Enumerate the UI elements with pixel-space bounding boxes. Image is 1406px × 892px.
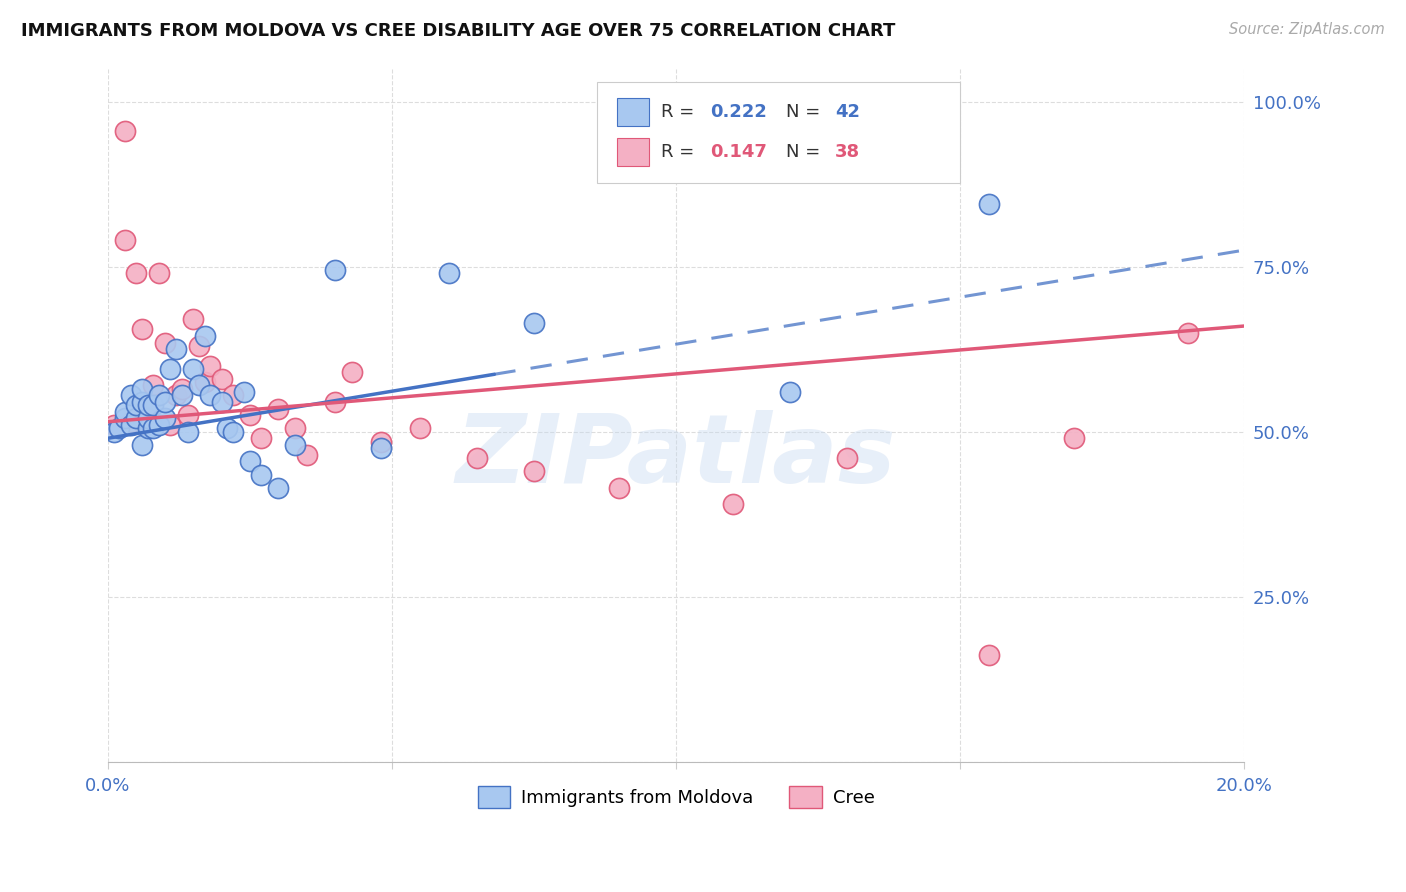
Point: [120, 388, 142, 402]
Point: [194, 329, 217, 343]
Point: [159, 362, 181, 376]
Point: [176, 425, 198, 439]
Point: [114, 411, 136, 425]
Point: [142, 378, 165, 392]
Point: [125, 266, 148, 280]
Point: [370, 434, 392, 449]
Point: [250, 431, 273, 445]
Point: [200, 388, 222, 402]
Point: [222, 425, 245, 439]
Text: IMMIGRANTS FROM MOLDOVA VS CREE DISABILITY AGE OVER 75 CORRELATION CHART: IMMIGRANTS FROM MOLDOVA VS CREE DISABILI…: [21, 22, 896, 40]
Point: [165, 388, 187, 402]
Point: [523, 464, 546, 478]
Point: [125, 398, 148, 412]
Point: [159, 418, 181, 433]
Point: [114, 405, 136, 419]
Point: [136, 398, 159, 412]
Point: [835, 451, 858, 466]
Point: [170, 382, 193, 396]
Point: [200, 359, 222, 373]
Text: N =: N =: [786, 103, 827, 121]
Point: [142, 421, 165, 435]
Point: [1063, 431, 1085, 445]
Point: [142, 398, 165, 412]
Point: [637, 95, 659, 109]
Point: [136, 421, 159, 435]
Point: [136, 411, 159, 425]
Text: R =: R =: [661, 143, 700, 161]
Point: [267, 401, 290, 416]
Point: [131, 382, 153, 396]
Point: [194, 375, 217, 389]
Text: ZIPatlas: ZIPatlas: [456, 410, 897, 503]
Point: [609, 481, 631, 495]
Point: [250, 467, 273, 482]
Point: [465, 451, 488, 466]
Text: 42: 42: [835, 103, 860, 121]
Point: [103, 425, 125, 439]
Point: [148, 388, 170, 402]
Point: [187, 378, 209, 392]
Point: [165, 342, 187, 356]
Point: [295, 448, 318, 462]
Point: [779, 385, 801, 400]
Point: [120, 418, 142, 433]
Point: [120, 415, 142, 429]
Point: [211, 395, 233, 409]
Point: [284, 421, 307, 435]
Text: N =: N =: [786, 143, 827, 161]
Text: 38: 38: [835, 143, 860, 161]
Point: [108, 421, 131, 435]
Point: [114, 124, 136, 138]
Point: [148, 418, 170, 433]
FancyBboxPatch shape: [617, 138, 650, 166]
Point: [131, 438, 153, 452]
Point: [284, 438, 307, 452]
Point: [170, 388, 193, 402]
Point: [977, 648, 1000, 662]
Point: [217, 421, 239, 435]
Point: [153, 411, 176, 425]
Point: [267, 481, 290, 495]
Point: [1177, 326, 1199, 340]
Point: [148, 266, 170, 280]
Point: [409, 421, 432, 435]
Point: [239, 454, 262, 468]
Legend: Immigrants from Moldova, Cree: Immigrants from Moldova, Cree: [471, 779, 882, 815]
Point: [222, 388, 245, 402]
Point: [342, 365, 364, 379]
Point: [721, 497, 744, 511]
FancyBboxPatch shape: [596, 82, 960, 183]
Point: [233, 385, 256, 400]
Text: 0.147: 0.147: [710, 143, 768, 161]
Point: [187, 339, 209, 353]
Point: [370, 441, 392, 455]
Point: [114, 233, 136, 247]
Text: Source: ZipAtlas.com: Source: ZipAtlas.com: [1229, 22, 1385, 37]
Point: [211, 372, 233, 386]
Point: [323, 263, 346, 277]
Point: [181, 362, 204, 376]
Point: [437, 266, 460, 280]
FancyBboxPatch shape: [617, 98, 650, 126]
Text: 0.222: 0.222: [710, 103, 768, 121]
Point: [131, 322, 153, 336]
Point: [323, 395, 346, 409]
Point: [125, 411, 148, 425]
Point: [977, 197, 1000, 211]
Point: [103, 418, 125, 433]
Point: [153, 395, 176, 409]
Point: [181, 312, 204, 326]
Point: [239, 408, 262, 422]
Point: [136, 418, 159, 433]
Point: [176, 408, 198, 422]
Point: [153, 335, 176, 350]
Point: [523, 316, 546, 330]
Text: R =: R =: [661, 103, 700, 121]
Point: [131, 395, 153, 409]
